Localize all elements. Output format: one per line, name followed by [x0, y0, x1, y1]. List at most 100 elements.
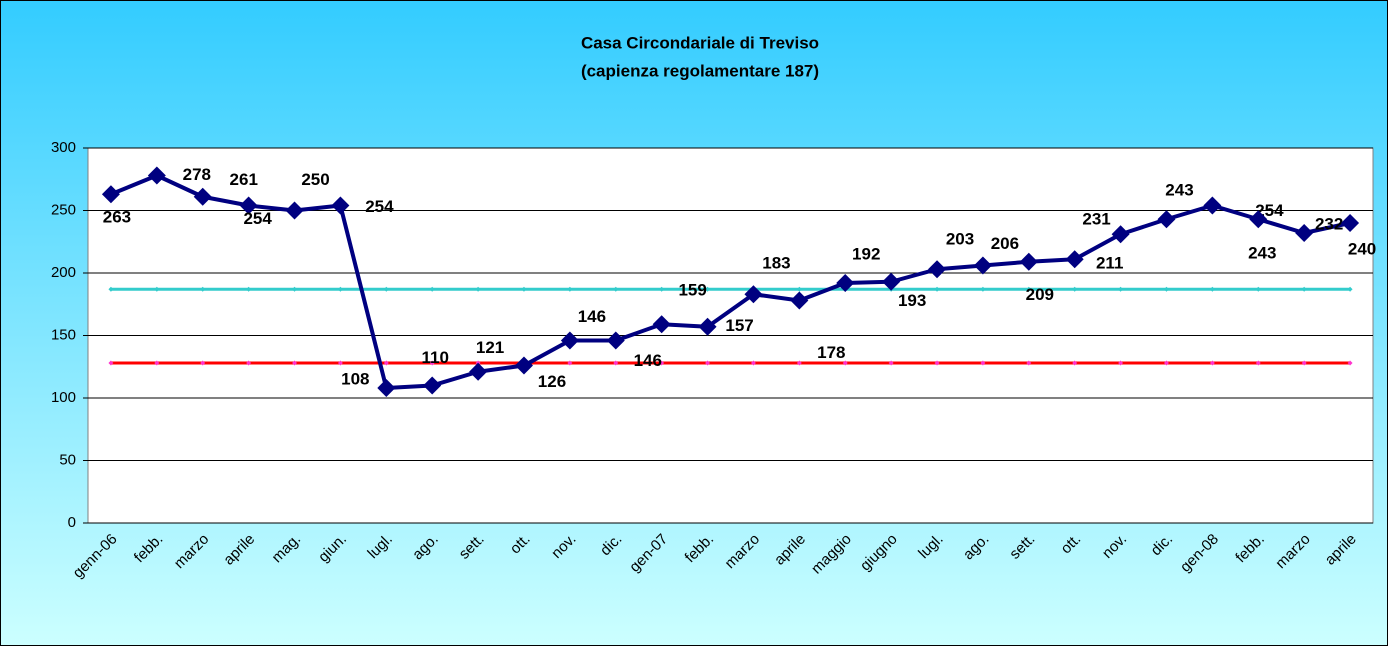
marker: [836, 274, 855, 292]
marker: [108, 360, 114, 366]
marker: [934, 360, 940, 366]
marker: [1301, 360, 1307, 366]
marker: [514, 356, 533, 375]
marker: [1019, 252, 1038, 271]
marker: [239, 196, 258, 215]
data-label: 243: [1248, 244, 1276, 263]
marker: [1072, 360, 1078, 366]
marker: [154, 360, 160, 366]
data-label: 243: [1165, 181, 1193, 200]
marker: [1347, 286, 1353, 292]
marker: [973, 256, 992, 275]
marker: [1111, 225, 1130, 244]
data-label: 240: [1348, 239, 1376, 258]
y-tick-label: 300: [51, 139, 76, 156]
chart-subtitle: (capienza regolamentare 187): [581, 61, 819, 80]
marker: [1209, 286, 1215, 292]
data-label: 126: [538, 372, 566, 391]
data-label: 232: [1315, 214, 1343, 233]
marker: [790, 291, 809, 310]
data-label: 231: [1082, 210, 1110, 229]
marker: [1118, 360, 1124, 366]
data-label: 203: [946, 230, 974, 249]
y-tick-label: 200: [51, 264, 76, 281]
marker: [331, 196, 350, 215]
marker: [934, 286, 940, 292]
marker: [383, 360, 389, 366]
data-label: 157: [725, 316, 753, 335]
marker: [108, 286, 114, 292]
marker: [842, 360, 848, 366]
marker: [1157, 210, 1176, 229]
marker: [560, 331, 579, 350]
marker: [606, 331, 625, 350]
marker: [1026, 286, 1032, 292]
marker: [469, 362, 488, 381]
marker: [1203, 196, 1222, 215]
data-label: 254: [365, 197, 394, 216]
marker: [882, 272, 901, 291]
marker: [193, 187, 212, 206]
marker: [659, 360, 665, 366]
data-label: 178: [817, 343, 845, 362]
marker: [980, 360, 986, 366]
data-label: 193: [898, 291, 926, 310]
marker: [796, 360, 802, 366]
marker: [154, 286, 160, 292]
marker: [888, 360, 894, 366]
chart-title: Casa Circondariale di Treviso: [581, 33, 819, 52]
marker: [705, 286, 711, 292]
marker: [1026, 360, 1032, 366]
data-label: 209: [1026, 285, 1054, 304]
marker: [1341, 214, 1360, 232]
marker: [705, 360, 711, 366]
marker: [1163, 360, 1169, 366]
marker: [521, 286, 527, 292]
marker: [698, 317, 717, 336]
data-label: 183: [762, 254, 790, 273]
marker: [246, 286, 252, 292]
marker: [750, 360, 756, 366]
marker: [337, 286, 343, 292]
marker: [1255, 360, 1261, 366]
marker: [383, 286, 389, 292]
marker: [429, 286, 435, 292]
data-label: 146: [634, 351, 662, 370]
marker: [613, 360, 619, 366]
marker: [928, 260, 947, 279]
marker: [292, 286, 298, 292]
marker: [292, 360, 298, 366]
marker: [980, 286, 986, 292]
data-label: 146: [578, 307, 606, 326]
marker: [1295, 224, 1314, 242]
marker: [377, 379, 396, 397]
y-tick-label: 100: [51, 389, 76, 406]
marker: [337, 360, 343, 366]
marker: [101, 185, 120, 204]
marker: [613, 286, 619, 292]
marker: [429, 360, 435, 366]
marker: [1249, 210, 1268, 229]
marker: [744, 285, 763, 304]
marker: [1072, 286, 1078, 292]
marker: [147, 166, 166, 185]
data-label: 206: [991, 234, 1019, 253]
marker: [1209, 360, 1215, 366]
series-line: [110, 173, 1351, 390]
data-label: 192: [852, 244, 880, 263]
marker: [246, 360, 252, 366]
marker: [200, 286, 206, 292]
y-tick-label: 150: [51, 326, 76, 343]
marker: [200, 360, 206, 366]
data-label: 159: [678, 281, 706, 300]
data-label: 211: [1096, 254, 1123, 273]
marker: [285, 201, 304, 220]
marker: [423, 376, 442, 395]
data-label: 278: [183, 165, 211, 184]
marker: [1255, 286, 1261, 292]
marker: [652, 315, 671, 334]
marker: [659, 286, 665, 292]
marker: [1065, 250, 1084, 269]
y-tick-label: 0: [68, 514, 76, 531]
